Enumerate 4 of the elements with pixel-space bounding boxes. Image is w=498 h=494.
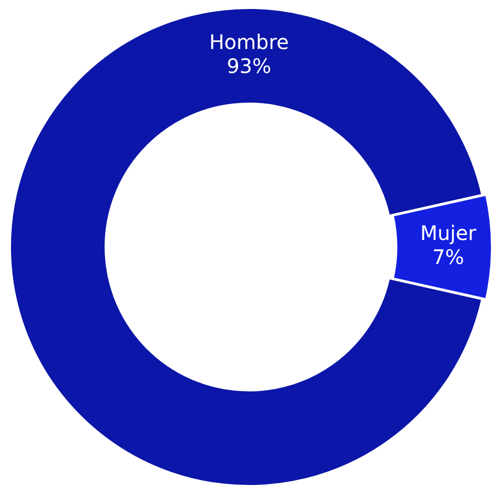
- data-label: 93%: [226, 54, 272, 78]
- data-label: 7%: [432, 245, 464, 270]
- slice-label: Hombre: [209, 30, 289, 54]
- slice-label: Mujer: [420, 221, 477, 246]
